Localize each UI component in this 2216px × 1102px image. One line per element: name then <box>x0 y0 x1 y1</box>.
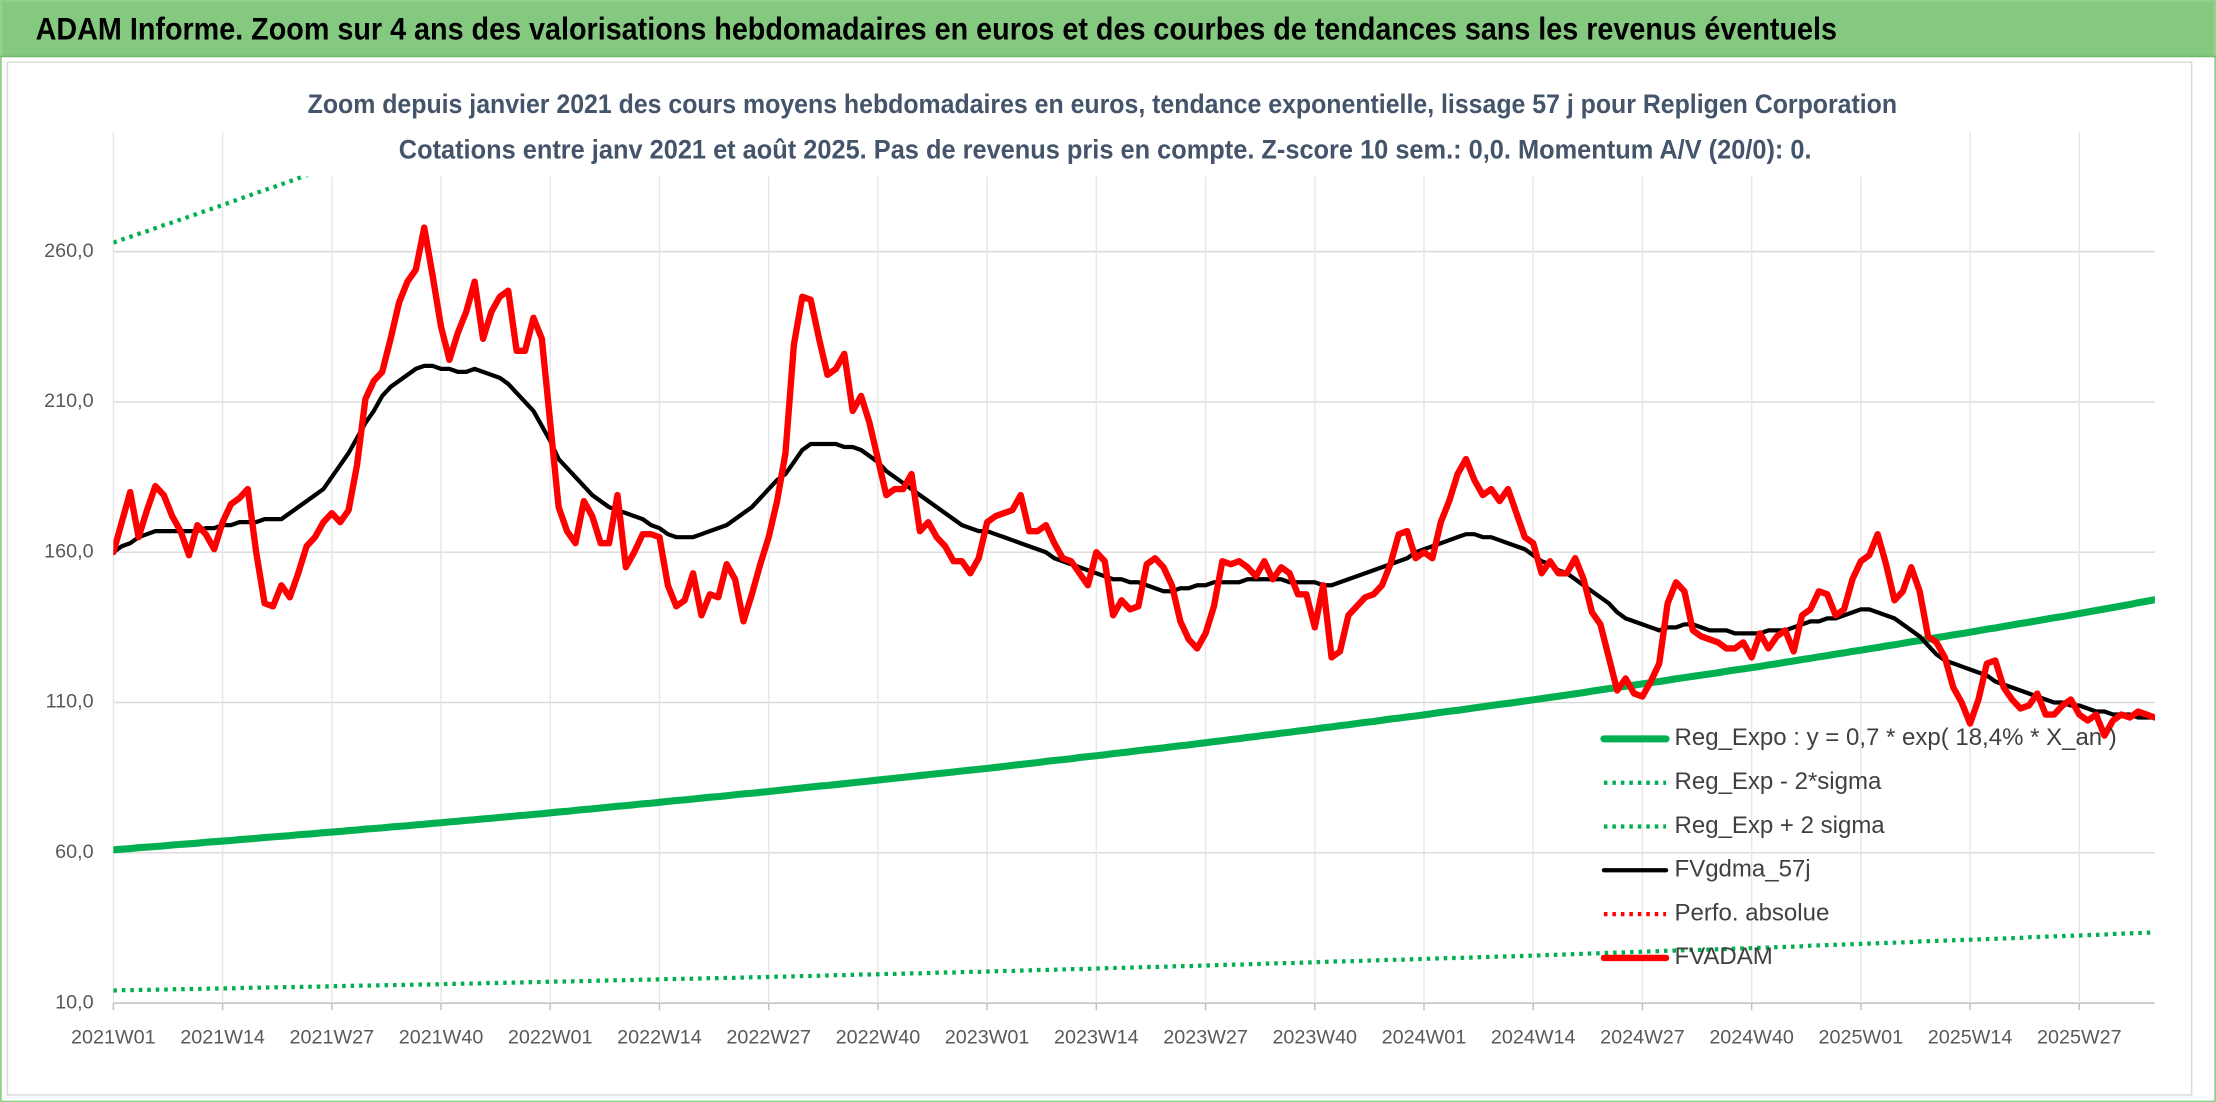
series-line <box>113 224 2155 739</box>
x-tick-label: 2024W14 <box>1491 1027 1576 1049</box>
legend-label: FVgdma_57j <box>1675 856 1811 883</box>
x-tick-label: 2021W01 <box>71 1027 156 1049</box>
x-tick-label: 2024W40 <box>1709 1027 1794 1049</box>
series-line <box>113 596 2155 854</box>
x-tick-label: 2022W14 <box>617 1027 702 1049</box>
legend-label: Reg_Expo : y = 0,7 * exp( 18,4% * X_an ) <box>1675 724 2117 751</box>
x-tick-label: 2023W27 <box>1163 1027 1248 1049</box>
x-tick-label: 2025W27 <box>2037 1027 2122 1049</box>
y-tick-label: 210,0 <box>44 390 93 412</box>
x-tick-label: 2022W27 <box>726 1027 811 1049</box>
legend-label: FVADAM <box>1675 943 1773 970</box>
chart-subtitle: Cotations entre janv 2021 et août 2025. … <box>399 134 1812 164</box>
series-line <box>113 930 2155 993</box>
y-tick-label: 160,0 <box>44 540 93 562</box>
x-tick-label: 2023W14 <box>1054 1027 1139 1049</box>
grid: 10,0 60,0 110,0 160,0 210,0 260,0 2021W01 2021W… <box>44 131 2155 1049</box>
x-tick-label: 2022W01 <box>508 1027 593 1049</box>
page-title: ADAM Informe. Zoom sur 4 ans des valoris… <box>36 11 1837 46</box>
x-tick-label: 2023W01 <box>945 1027 1030 1049</box>
chart-frame <box>6 61 2193 1096</box>
header-band <box>1 1 2215 57</box>
legend-label: Reg_Exp - 2*sigma <box>1675 768 1882 795</box>
x-tick-label: 2023W40 <box>1272 1027 1357 1049</box>
series-line <box>113 363 2155 720</box>
x-tick-label: 2024W01 <box>1382 1027 1467 1049</box>
y-tick-label: 110,0 <box>46 691 94 713</box>
x-tick-label: 2025W14 <box>1928 1027 2013 1049</box>
y-tick-label: 60,0 <box>55 841 93 863</box>
x-tick-label: 2021W40 <box>399 1027 484 1049</box>
y-tick-label: 260,0 <box>44 240 93 262</box>
series-layer <box>113 131 2155 993</box>
subtitle-box <box>302 80 1908 177</box>
x-tick-label: 2021W27 <box>289 1027 374 1049</box>
chart-subtitle: Zoom depuis janvier 2021 des cours moyen… <box>308 89 1897 119</box>
x-tick-label: 2025W01 <box>1819 1027 1904 1049</box>
legend: Reg_Expo : y = 0,7 * exp( 18,4% * X_an )… <box>1600 724 2117 970</box>
x-tick-label: 2024W27 <box>1600 1027 1685 1049</box>
x-tick-label: 2022W40 <box>836 1027 921 1049</box>
x-tick-label: 2021W14 <box>180 1027 265 1049</box>
legend-label: Perfo. absolue <box>1675 899 1830 926</box>
y-tick-label: 10,0 <box>55 991 93 1013</box>
legend-label: Reg_Exp + 2 sigma <box>1675 812 1886 839</box>
